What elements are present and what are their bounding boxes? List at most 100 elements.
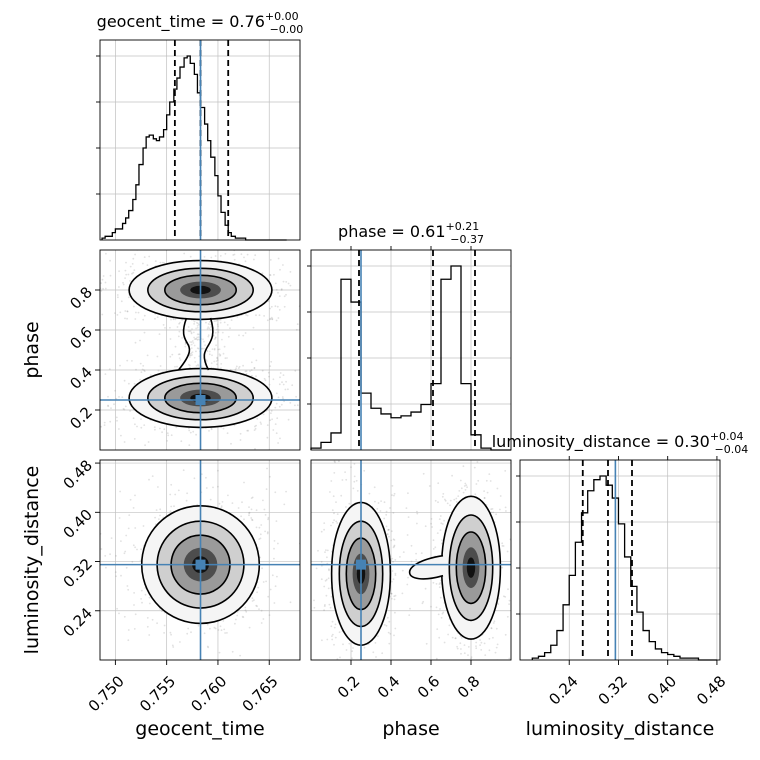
sample-point — [236, 614, 239, 617]
sample-point — [100, 282, 102, 284]
sample-point — [125, 261, 127, 264]
sample-point — [263, 315, 265, 317]
sample-point — [236, 315, 239, 318]
sample-point — [233, 253, 236, 256]
sample-point — [363, 469, 366, 472]
sample-point — [214, 337, 217, 339]
sample-point — [394, 574, 397, 576]
sample-point — [436, 532, 439, 534]
sample-point — [213, 348, 216, 351]
sample-point — [216, 363, 218, 366]
sample-point — [223, 321, 226, 324]
sample-point — [255, 526, 258, 529]
sample-point — [357, 677, 359, 679]
sample-point — [91, 310, 93, 312]
sample-point — [194, 361, 197, 363]
sample-point — [338, 631, 341, 634]
sample-point — [169, 338, 172, 340]
sample-point — [217, 329, 220, 331]
truth-marker — [356, 559, 366, 570]
sample-point — [122, 281, 124, 284]
sample-point — [172, 317, 175, 320]
sample-point — [231, 502, 234, 504]
sample-point — [501, 542, 504, 545]
sample-point — [210, 428, 213, 431]
sample-point — [280, 289, 283, 291]
sample-point — [388, 535, 390, 538]
sample-point — [270, 316, 273, 319]
sample-point — [203, 256, 206, 258]
sample-point — [274, 305, 277, 308]
sample-point — [123, 615, 126, 618]
sample-point — [435, 583, 438, 585]
sample-point — [143, 331, 146, 334]
sample-point — [126, 310, 129, 313]
sample-point — [207, 335, 210, 338]
sample-point — [82, 396, 84, 398]
sample-point — [196, 339, 199, 341]
sample-point — [331, 391, 333, 393]
sample-point — [131, 272, 133, 275]
sample-point — [516, 632, 518, 634]
panel-title: geocent_time = 0.76+0.00 −0.00 — [97, 10, 304, 36]
sample-point — [475, 641, 478, 644]
sample-point — [475, 645, 477, 647]
sample-point — [474, 493, 477, 496]
sample-point — [169, 510, 172, 513]
sample-point — [221, 331, 224, 334]
sample-point — [190, 354, 192, 357]
sample-point — [217, 485, 219, 488]
sample-point — [185, 238, 187, 240]
sample-point — [266, 436, 269, 439]
sample-point — [244, 370, 247, 373]
sample-point — [177, 489, 180, 492]
sample-point — [352, 647, 354, 649]
sample-point — [98, 521, 100, 523]
sample-point — [325, 594, 328, 597]
sample-point — [251, 597, 254, 600]
sample-point — [372, 651, 375, 654]
sample-point — [454, 637, 457, 639]
sample-point — [109, 259, 111, 262]
sample-point — [444, 498, 446, 501]
sample-point — [237, 507, 240, 509]
sample-point — [392, 512, 395, 514]
sample-point — [200, 473, 203, 476]
sample-point — [190, 332, 193, 335]
sample-point — [441, 523, 444, 525]
sample-point — [189, 431, 192, 434]
sample-point — [277, 317, 280, 319]
sample-point — [350, 466, 352, 469]
sample-point — [381, 661, 383, 663]
sample-point — [325, 578, 328, 581]
sample-point — [356, 671, 358, 673]
sample-point — [380, 500, 382, 502]
sample-point — [327, 587, 330, 590]
title-value: phase = 0.61 — [338, 222, 445, 241]
sample-point — [390, 580, 393, 583]
sample-point — [483, 642, 486, 645]
sample-point — [159, 514, 161, 517]
sample-point — [134, 494, 136, 497]
sample-point — [256, 605, 258, 608]
sample-point — [214, 331, 217, 334]
sample-point — [218, 348, 221, 351]
sample-point — [229, 368, 232, 371]
sample-point — [192, 331, 195, 334]
panel-title: luminosity_distance = 0.30+0.04 −0.04 — [492, 430, 749, 456]
sample-point — [307, 281, 309, 283]
sample-point — [151, 618, 154, 621]
sample-point — [105, 252, 107, 255]
sample-point — [267, 516, 270, 519]
sample-point — [221, 338, 223, 341]
sample-point — [485, 679, 487, 681]
sample-point — [213, 338, 216, 340]
sample-point — [255, 424, 257, 427]
sample-point — [435, 606, 438, 609]
sample-point — [274, 406, 277, 409]
sample-point — [338, 460, 340, 463]
sample-point — [492, 622, 495, 624]
sample-point — [495, 513, 497, 516]
sample-point — [435, 657, 438, 660]
sample-point — [352, 487, 355, 490]
